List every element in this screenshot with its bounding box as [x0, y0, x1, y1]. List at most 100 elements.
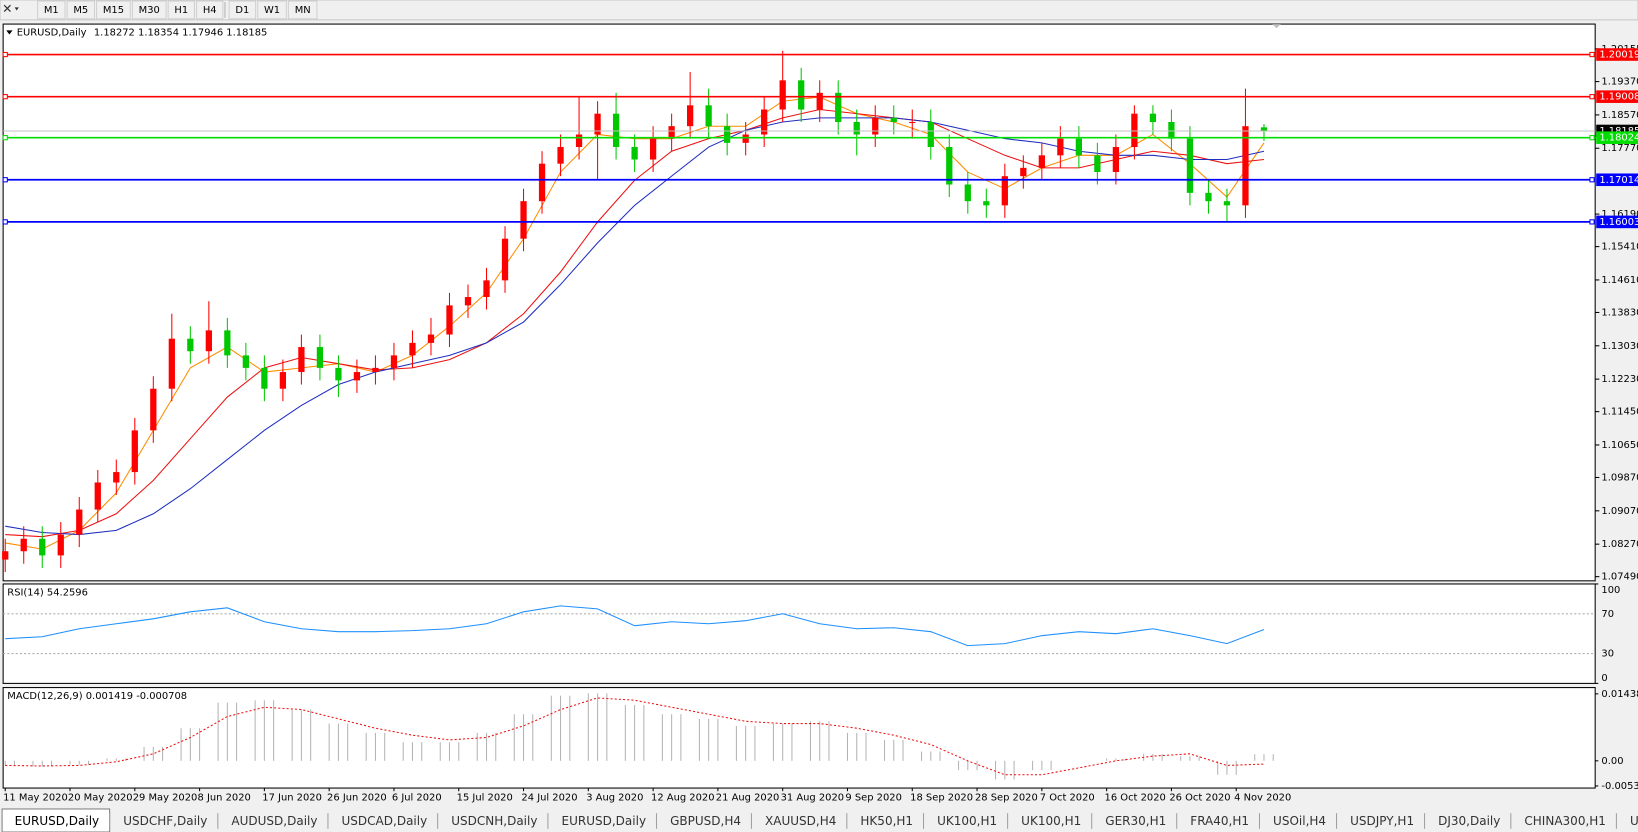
candle-body — [150, 388, 157, 431]
timeframe-button[interactable]: MN — [287, 0, 318, 20]
candle-body — [538, 163, 546, 202]
y-tick-label: 1.17770 — [1601, 143, 1638, 154]
timeframe-button[interactable]: H1 — [167, 0, 195, 20]
y-tick-label: 0.00 — [1601, 756, 1623, 767]
level-box — [1596, 215, 1638, 229]
chart-tab[interactable]: HK50,H1 — [847, 811, 925, 830]
timeframe-button[interactable]: H4 — [196, 0, 224, 20]
level-handle[interactable] — [1589, 177, 1595, 183]
x-tick-label: 9 Sep 2020 — [845, 792, 902, 803]
candle-body — [1020, 167, 1027, 177]
macd-header: MACD(12,26,9) 0.001419 -0.000708 — [7, 691, 187, 702]
timeframe-button[interactable]: M15 — [96, 0, 131, 20]
chart-tab[interactable]: DJ30,Daily — [1425, 811, 1512, 830]
chart-tab[interactable]: GER30,H1 — [1092, 811, 1178, 830]
tab-frame — [218, 811, 328, 830]
candle-body — [483, 280, 490, 298]
level-handle[interactable] — [2, 219, 8, 225]
tab-frame — [1260, 811, 1337, 830]
level-handle[interactable] — [1589, 51, 1595, 58]
tab-frame — [1617, 811, 1638, 830]
timeframe-button[interactable]: W1 — [257, 0, 287, 20]
candle-body — [649, 138, 657, 160]
chart-tab[interactable]: EURUSD,Daily — [1, 808, 111, 832]
chart-tab[interactable]: CHINA300,H1 — [1511, 811, 1617, 830]
tab-frame — [1177, 811, 1260, 830]
collapse-arrow[interactable] — [6, 30, 13, 35]
timeframe-button[interactable]: D1 — [228, 0, 257, 20]
tab-frame — [752, 811, 847, 830]
candle-body — [520, 201, 527, 239]
level-handle[interactable] — [1589, 219, 1595, 225]
candle-body — [224, 330, 231, 356]
y-tick-label: 1.12230 — [1601, 374, 1638, 385]
candle-body — [557, 147, 564, 164]
chart-tab[interactable]: UK100,H1 — [924, 811, 1009, 830]
tab-label: FRA40,H1 — [1190, 814, 1249, 828]
level-handle[interactable] — [1589, 94, 1595, 100]
chart-tab[interactable]: GBPUSD,H4 — [657, 811, 752, 830]
y-tick-label: 0 — [1601, 673, 1607, 684]
timeframe-label: MN — [295, 5, 311, 16]
x-tick-label: 7 Oct 2020 — [1040, 792, 1095, 803]
candle-body — [205, 330, 212, 352]
candle-body — [298, 347, 305, 373]
y-tick-label: 1.09870 — [1601, 472, 1638, 483]
timeframe-button[interactable]: M5 — [66, 0, 96, 20]
x-tick-label: 31 Aug 2020 — [781, 792, 845, 803]
level-handle[interactable] — [1589, 135, 1595, 141]
candle-body — [1168, 122, 1175, 139]
chart-tab[interactable]: XAUUSD,H4 — [752, 811, 848, 830]
y-tick-label: 70 — [1601, 609, 1614, 620]
candle-body — [1001, 176, 1008, 206]
y-tick-label: 1.11450 — [1601, 407, 1638, 418]
candle-body — [76, 509, 83, 535]
candle-body — [464, 297, 472, 306]
chart-tab[interactable]: USDCAD,Daily — [328, 811, 439, 830]
tab-label: GBPUSD,H4 — [670, 814, 741, 828]
y-tick-label: 1.10650 — [1601, 440, 1638, 451]
tab-label: HK50,H1 — [860, 814, 913, 828]
candle-body — [779, 80, 786, 110]
level-handle[interactable] — [2, 135, 8, 141]
candle-body — [1038, 155, 1045, 168]
level-handle[interactable] — [2, 94, 8, 100]
x-tick-label: 11 May 2020 — [3, 792, 68, 803]
tab-label: UK100,H1 — [937, 814, 997, 828]
candle-body — [668, 126, 675, 139]
candle-body — [409, 342, 416, 356]
chart-tab[interactable]: USOil,H1 — [1617, 811, 1638, 830]
chart-tab[interactable]: USDJPY,H1 — [1337, 811, 1426, 830]
button-frame — [257, 0, 287, 20]
candle-body — [372, 367, 379, 373]
candle-body — [742, 134, 749, 143]
chart-tab[interactable]: EURUSD,Daily — [548, 811, 658, 830]
candle-body — [594, 113, 601, 135]
chart-tab[interactable]: USDCHF,Daily — [110, 811, 219, 830]
tab-frame — [847, 811, 924, 830]
level-handle[interactable] — [2, 177, 8, 183]
timeframe-button[interactable]: M1 — [37, 0, 66, 20]
toolbar — [0, 0, 1638, 21]
chart-tab[interactable]: USDCNH,Daily — [438, 811, 549, 830]
tab-frame — [110, 811, 218, 830]
button-frame — [131, 0, 167, 20]
crosshair-tool[interactable] — [3, 4, 11, 12]
x-tick-label: 18 Sep 2020 — [910, 792, 973, 803]
timeframe-button[interactable]: M30 — [131, 0, 167, 20]
chart-tab[interactable]: USOil,H4 — [1260, 811, 1338, 830]
y-tick-label: 30 — [1601, 649, 1614, 660]
level-handle[interactable] — [2, 51, 8, 58]
chart-tab[interactable]: AUDUSD,Daily — [218, 811, 329, 830]
candle-body — [335, 367, 342, 381]
candle-body — [798, 80, 805, 110]
chart-tab[interactable]: UK100,H1 — [1008, 811, 1093, 830]
chart-tab[interactable]: FRA40,H1 — [1177, 811, 1261, 830]
level-label: 1.19008 — [1599, 92, 1638, 103]
candle-body — [724, 126, 731, 143]
level-label: 1.17014 — [1599, 175, 1638, 186]
tool-dropdown[interactable] — [14, 7, 19, 11]
candle-body — [612, 113, 620, 148]
y-tick-label: 1.16190 — [1601, 209, 1638, 220]
candle-body — [1057, 138, 1064, 156]
